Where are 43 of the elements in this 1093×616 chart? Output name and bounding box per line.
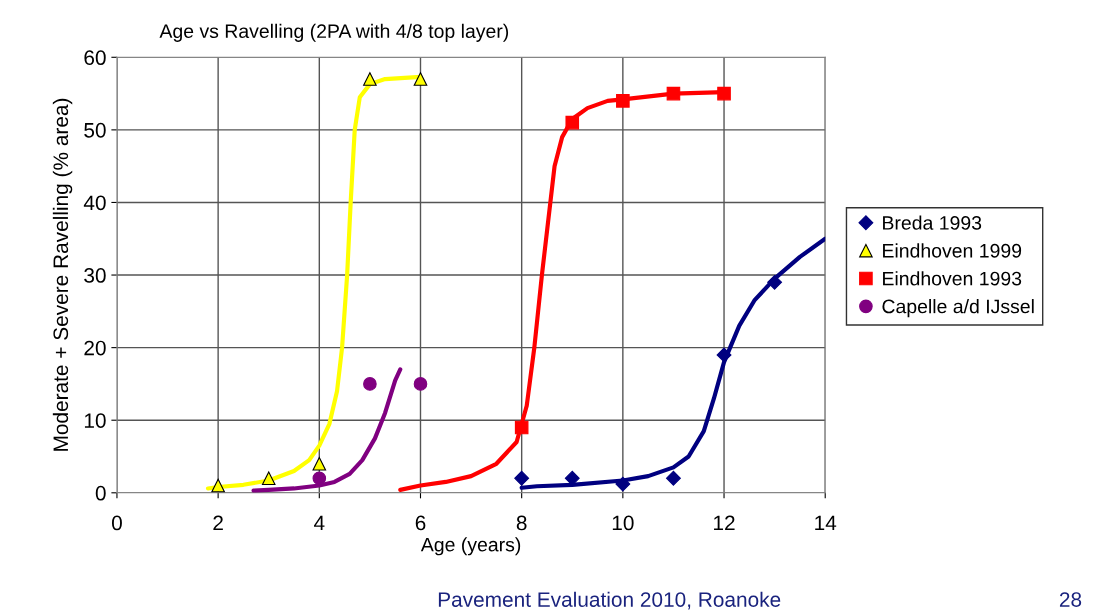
point <box>261 471 276 486</box>
y-axis-title: Moderate + Severe Ravelling (% area) <box>52 98 73 451</box>
text: Pavement Evaluation 2010, Roanoke <box>438 591 781 610</box>
point <box>514 420 529 435</box>
point <box>413 377 428 391</box>
x-tick-label: 8 <box>516 515 527 531</box>
point <box>616 94 630 108</box>
y-tick-label: 20 <box>84 340 106 356</box>
y-tick-label: 30 <box>84 268 106 283</box>
point <box>312 456 327 471</box>
point <box>312 471 327 486</box>
point <box>565 115 580 130</box>
x-tick-label: 0 <box>111 515 122 531</box>
point <box>615 476 631 492</box>
x-axis-title: Age (years) <box>420 537 521 556</box>
x-tick-label: 12 <box>714 515 735 531</box>
x-tick-label: 4 <box>314 515 325 531</box>
point <box>666 86 681 101</box>
point <box>363 377 377 391</box>
point <box>716 347 732 363</box>
y-tick-label: 50 <box>84 122 106 138</box>
x-tick-label: 10 <box>612 515 634 531</box>
x-tick-label: 6 <box>415 515 426 531</box>
point <box>666 470 681 486</box>
text: 28 <box>1059 592 1082 607</box>
legend-label: Breda 1993 <box>883 215 982 230</box>
point <box>514 470 530 486</box>
x-tick-label: 14 <box>815 515 837 531</box>
y-tick-label: 0 <box>95 485 106 501</box>
point <box>717 86 731 101</box>
line-series <box>251 367 403 493</box>
point <box>413 72 428 86</box>
legend-label: Eindhoven 1993 <box>883 271 1022 286</box>
y-tick-label: 60 <box>84 50 106 66</box>
x-tick-label: 2 <box>213 515 223 531</box>
legend-label: Capelle a/d IJssel <box>882 299 1034 318</box>
point <box>363 72 377 86</box>
legend-label: Eindhoven 1999 <box>883 243 1022 258</box>
y-tick-label: 40 <box>83 195 106 211</box>
point <box>767 274 783 290</box>
y-tick-label: 10 <box>84 413 106 428</box>
chart-title: Age vs Ravelling (2PA with 4/8 top layer) <box>159 23 509 42</box>
point <box>211 478 225 493</box>
